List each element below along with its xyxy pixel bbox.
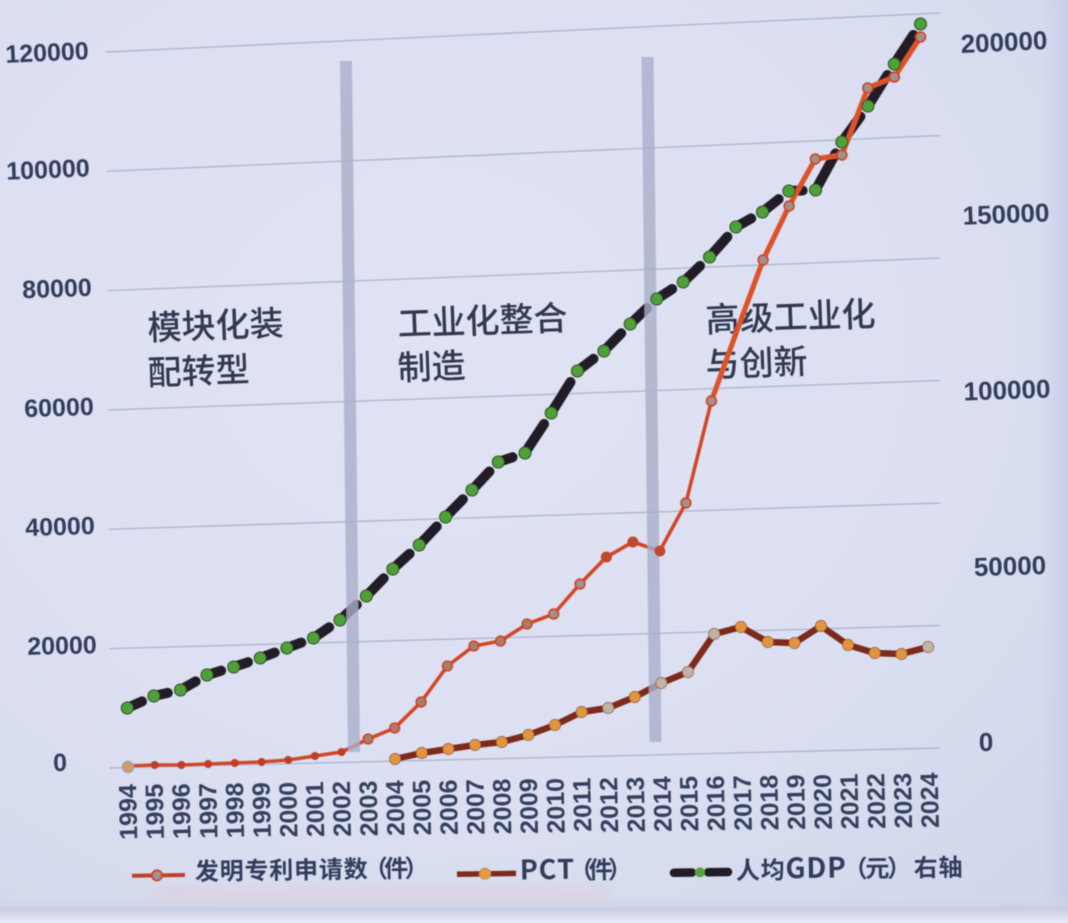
svg-text:2004: 2004 <box>381 780 410 836</box>
svg-text:2001: 2001 <box>301 781 330 837</box>
svg-text:80000: 80000 <box>22 274 93 305</box>
svg-text:40000: 40000 <box>25 512 95 542</box>
svg-text:2015: 2015 <box>675 776 704 832</box>
svg-text:0: 0 <box>53 749 67 777</box>
svg-text:2022: 2022 <box>862 773 891 829</box>
svg-text:2010: 2010 <box>542 778 571 834</box>
svg-text:2018: 2018 <box>755 774 784 830</box>
svg-text:0: 0 <box>978 727 993 757</box>
svg-text:2013: 2013 <box>622 776 651 832</box>
svg-text:2024: 2024 <box>916 772 945 828</box>
svg-text:50000: 50000 <box>973 550 1046 582</box>
svg-text:120000: 120000 <box>5 37 90 69</box>
svg-text:2012: 2012 <box>595 777 624 833</box>
svg-text:2003: 2003 <box>355 780 384 836</box>
svg-text:60000: 60000 <box>24 393 94 423</box>
svg-text:2017: 2017 <box>729 775 758 831</box>
svg-text:2009: 2009 <box>515 778 544 834</box>
svg-text:1995: 1995 <box>141 783 170 839</box>
svg-text:2021: 2021 <box>835 773 864 829</box>
svg-text:2020: 2020 <box>809 774 838 830</box>
svg-text:150000: 150000 <box>962 197 1050 230</box>
svg-text:1997: 1997 <box>194 783 223 839</box>
svg-text:1998: 1998 <box>221 782 250 838</box>
svg-text:2011: 2011 <box>568 777 597 832</box>
svg-text:100000: 100000 <box>6 154 91 185</box>
svg-text:2016: 2016 <box>702 775 731 831</box>
svg-text:100000: 100000 <box>963 374 1051 407</box>
svg-text:2002: 2002 <box>328 781 357 837</box>
svg-text:2008: 2008 <box>488 778 517 834</box>
svg-text:2000: 2000 <box>274 782 303 838</box>
svg-text:200000: 200000 <box>960 25 1048 59</box>
svg-text:1999: 1999 <box>248 782 277 838</box>
svg-text:2023: 2023 <box>889 773 918 829</box>
svg-text:2007: 2007 <box>461 779 490 835</box>
svg-text:2006: 2006 <box>435 779 464 835</box>
svg-text:20000: 20000 <box>27 631 97 661</box>
svg-text:2019: 2019 <box>782 774 811 830</box>
svg-text:2005: 2005 <box>408 779 437 835</box>
svg-text:1994: 1994 <box>114 784 143 840</box>
svg-text:2014: 2014 <box>648 776 677 832</box>
svg-text:1996: 1996 <box>167 783 196 839</box>
